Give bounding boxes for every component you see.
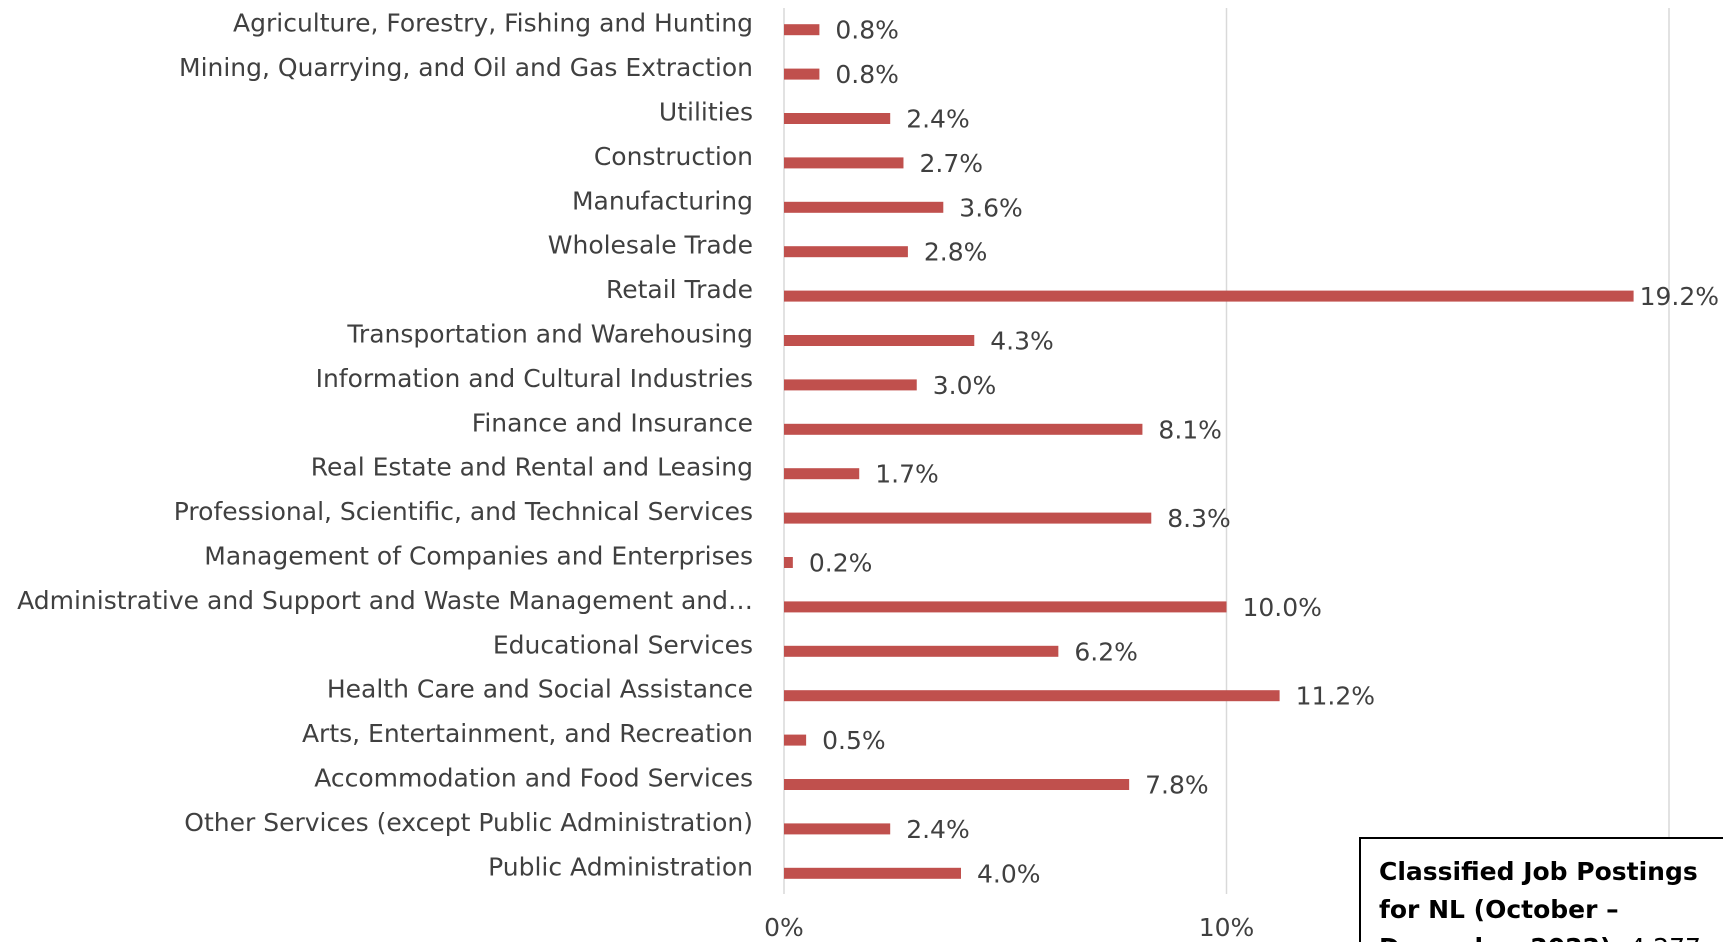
- bar: [784, 246, 908, 258]
- y-tick-label: Wholesale Trade: [548, 231, 753, 260]
- bar: [784, 734, 807, 746]
- y-tick-label: Professional, Scientific, and Technical …: [174, 497, 753, 526]
- y-tick-label: Public Administration: [488, 852, 753, 881]
- bar: [784, 645, 1059, 657]
- x-tick-label: 10%: [1199, 913, 1255, 942]
- data-label: 0.5%: [822, 726, 886, 755]
- data-label: 2.7%: [919, 149, 983, 178]
- y-tick-label: Real Estate and Rental and Leasing: [311, 453, 753, 482]
- bar: [784, 423, 1143, 435]
- data-label: 6.2%: [1074, 637, 1138, 666]
- y-tick-label: Retail Trade: [606, 275, 753, 304]
- y-tick-label: Other Services (except Public Administra…: [184, 808, 753, 837]
- annotation-box: Classified Job Postings for NL (October …: [1359, 837, 1723, 942]
- bar: [784, 557, 793, 568]
- y-tick-label: Information and Cultural Industries: [316, 364, 753, 393]
- data-label: 19.2%: [1640, 282, 1719, 311]
- data-label: 8.3%: [1167, 504, 1231, 533]
- y-tick-label: Arts, Entertainment, and Recreation: [302, 719, 753, 748]
- data-label: 2.4%: [906, 105, 970, 134]
- y-tick-label: Administrative and Support and Waste Man…: [17, 586, 753, 615]
- y-tick-label: Mining, Quarrying, and Oil and Gas Extra…: [179, 53, 753, 82]
- data-label: 2.8%: [924, 238, 988, 267]
- data-label: 4.0%: [977, 859, 1041, 888]
- data-label: 11.2%: [1296, 682, 1375, 711]
- y-tick-label: Utilities: [659, 98, 753, 127]
- bar: [784, 24, 820, 36]
- bar: [784, 157, 904, 169]
- y-tick-label: Agriculture, Forestry, Fishing and Hunti…: [233, 9, 753, 38]
- data-label: 0.8%: [835, 60, 899, 89]
- bar: [784, 779, 1130, 790]
- y-tick-label: Accommodation and Food Services: [314, 764, 753, 793]
- y-tick-label: Construction: [594, 142, 753, 171]
- data-label: 8.1%: [1158, 415, 1222, 444]
- y-tick-label: Management of Companies and Enterprises: [204, 542, 753, 571]
- bar: [784, 68, 820, 80]
- bar: [784, 823, 891, 835]
- y-tick-label: Finance and Insurance: [472, 408, 753, 437]
- annotation-label: Classified Job Postings for NL (October …: [1379, 857, 1698, 942]
- data-label: 0.2%: [809, 549, 873, 578]
- data-label: 7.8%: [1145, 771, 1209, 800]
- bar: [784, 601, 1227, 613]
- y-tick-label: Educational Services: [493, 630, 753, 659]
- bar: [784, 690, 1280, 702]
- data-label: 10.0%: [1243, 593, 1322, 622]
- data-label: 3.6%: [959, 193, 1023, 222]
- data-label: 3.0%: [933, 371, 997, 400]
- data-label: 0.8%: [835, 16, 899, 45]
- bar: [784, 379, 917, 391]
- bar: [784, 335, 975, 346]
- data-label: 4.3%: [990, 327, 1054, 356]
- bar: [784, 512, 1152, 524]
- y-tick-label: Transportation and Warehousing: [346, 320, 753, 349]
- bar: [784, 201, 944, 213]
- y-tick-label: Health Care and Social Assistance: [327, 675, 753, 704]
- bar: [784, 290, 1634, 302]
- x-tick-label: 0%: [764, 913, 804, 942]
- bar: [784, 867, 961, 879]
- data-label: 1.7%: [875, 460, 939, 489]
- bar: [784, 468, 860, 480]
- bar: [784, 113, 891, 124]
- annotation-value: 4,277: [1629, 933, 1701, 942]
- y-tick-label: Manufacturing: [572, 186, 753, 215]
- data-label: 2.4%: [906, 815, 970, 844]
